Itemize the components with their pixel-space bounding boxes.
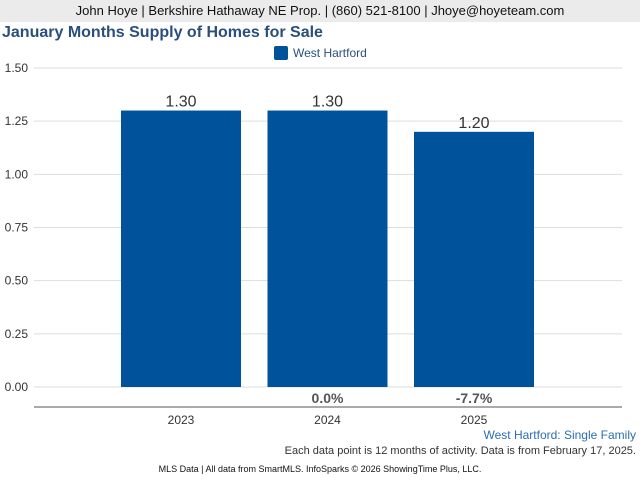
y-tick-label: 0.75 xyxy=(5,221,29,235)
contact-banner: John Hoye | Berkshire Hathaway NE Prop. … xyxy=(0,0,640,22)
legend[interactable]: West Hartford xyxy=(274,45,367,61)
x-tick-label: 2025 xyxy=(461,413,488,427)
source-credit: MLS Data | All data from SmartMLS. InfoS… xyxy=(158,464,482,474)
bar xyxy=(267,110,388,388)
x-tick-label: 2023 xyxy=(168,413,195,427)
y-tick-label: 1.50 xyxy=(5,61,29,75)
bar-value-label: 1.30 xyxy=(165,94,196,111)
bar-value-label: 1.20 xyxy=(458,115,489,132)
y-tick-label: 1.00 xyxy=(5,167,29,181)
y-tick-label: 0.00 xyxy=(5,380,29,394)
percent-change-label: 0.0% xyxy=(312,390,344,406)
y-tick-label: 1.25 xyxy=(5,114,29,128)
bar-value-label: 1.30 xyxy=(312,94,343,111)
bar xyxy=(414,131,534,387)
chart-plot: 0.00 0.25 0.50 0.75 1.00 1.25 1.50 1.30 2023 1.30… xyxy=(5,61,622,427)
legend-swatch xyxy=(274,46,288,60)
y-tick-label: 0.25 xyxy=(5,327,29,341)
series-footnote: West Hartford: Single Family xyxy=(483,428,637,442)
data-note: Each data point is 12 months of activity… xyxy=(284,445,636,457)
x-tick-label: 2024 xyxy=(314,413,341,427)
bar xyxy=(121,110,241,388)
chart-title: January Months Supply of Homes for Sale xyxy=(2,24,323,41)
y-tick-label: 0.50 xyxy=(5,274,29,288)
legend-label: West Hartford xyxy=(293,46,367,60)
percent-change-label: -7.7% xyxy=(456,390,493,406)
